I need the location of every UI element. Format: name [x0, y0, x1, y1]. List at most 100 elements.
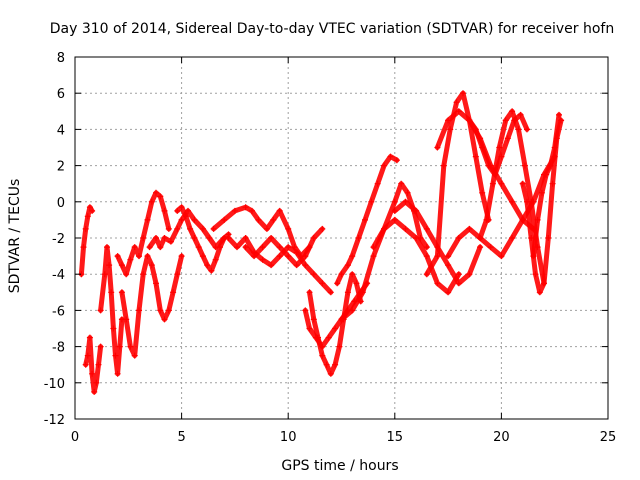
data-point-marker	[519, 180, 526, 187]
data-point-marker	[515, 126, 522, 133]
data-point-marker	[370, 253, 377, 260]
data-point-marker	[344, 262, 351, 269]
data-point-marker	[556, 111, 562, 118]
data-point-marker	[402, 198, 409, 205]
data-point-marker	[543, 171, 550, 178]
data-point-marker	[104, 244, 110, 251]
y-tick-label: 8	[57, 51, 65, 66]
data-point-marker	[434, 144, 441, 151]
data-point-marker	[285, 253, 292, 260]
data-point-marker	[509, 235, 516, 241]
data-point-marker	[374, 180, 381, 187]
data-point-marker	[140, 235, 147, 241]
data-point-marker	[538, 189, 545, 196]
data-trace-band	[424, 90, 492, 277]
data-point-marker	[174, 271, 181, 278]
y-tick-label: -4	[52, 268, 65, 283]
data-point-marker	[123, 271, 130, 278]
data-point-marker	[249, 207, 255, 214]
data-point-marker	[370, 244, 377, 251]
data-point-marker	[349, 271, 356, 278]
data-point-marker	[359, 289, 366, 296]
data-series-trace-3	[97, 244, 125, 377]
data-point-marker	[466, 225, 473, 232]
data-point-marker	[153, 235, 159, 241]
data-point-marker	[302, 262, 309, 269]
data-point-marker	[455, 271, 462, 278]
data-point-marker	[182, 213, 189, 220]
data-point-marker	[521, 162, 528, 169]
data-point-marker	[293, 249, 300, 256]
data-point-marker	[178, 253, 185, 260]
data-point-marker	[263, 225, 270, 232]
data-point-marker	[306, 289, 313, 296]
data-point-marker	[234, 244, 240, 251]
data-point-marker	[116, 343, 123, 350]
data-point-marker	[387, 153, 394, 160]
data-point-marker	[532, 271, 539, 278]
data-point-marker	[97, 307, 104, 314]
data-point-marker	[101, 271, 108, 278]
data-point-marker	[118, 262, 125, 269]
data-point-marker	[368, 198, 375, 205]
data-point-marker	[472, 126, 479, 133]
data-series-trace-2	[82, 334, 104, 395]
chart-title: Day 310 of 2014, Sidereal Day-to-day VTE…	[50, 21, 614, 37]
data-point-marker	[114, 370, 121, 377]
data-point-marker	[310, 271, 317, 278]
data-point-marker	[231, 207, 238, 214]
data-point-marker	[541, 280, 547, 287]
data-point-marker	[270, 216, 277, 223]
data-point-marker	[167, 238, 174, 245]
data-point-marker	[127, 256, 134, 263]
data-point-marker	[242, 235, 249, 241]
data-trace-band	[243, 226, 325, 268]
data-series-trace-4	[114, 189, 172, 278]
data-point-marker	[327, 370, 334, 377]
data-point-marker	[285, 225, 292, 232]
data-point-marker	[487, 244, 494, 251]
data-point-marker	[545, 235, 552, 241]
data-point-marker	[259, 256, 266, 263]
data-point-marker	[114, 253, 121, 260]
data-point-marker	[434, 253, 441, 260]
data-trace-band	[98, 244, 125, 377]
data-point-marker	[191, 235, 198, 241]
data-point-marker	[170, 289, 177, 296]
data-point-marker	[268, 262, 275, 269]
data-point-marker	[285, 244, 292, 251]
data-point-marker	[445, 289, 452, 296]
data-series-trace-8	[210, 204, 313, 260]
data-point-marker	[148, 262, 155, 269]
data-point-marker	[362, 216, 368, 223]
data-point-marker	[423, 253, 430, 260]
data-point-marker	[89, 370, 96, 377]
data-point-marker	[157, 244, 164, 251]
data-point-marker	[519, 216, 526, 223]
data-point-marker	[187, 225, 194, 232]
data-points	[78, 90, 565, 395]
data-series-trace-21	[445, 153, 558, 260]
data-point-marker	[108, 289, 115, 296]
data-point-marker	[477, 235, 484, 241]
data-trace-band	[520, 117, 564, 295]
data-point-marker	[338, 271, 345, 278]
y-tick-label: 4	[57, 123, 65, 138]
data-point-marker	[174, 207, 181, 214]
data-point-marker	[551, 144, 558, 151]
data-point-marker	[212, 256, 219, 263]
data-point-marker	[502, 117, 509, 124]
data-point-marker	[84, 352, 91, 359]
data-point-marker	[524, 198, 530, 205]
y-tick-label: -8	[52, 341, 65, 356]
data-point-marker	[144, 216, 151, 223]
y-tick-label: -10	[44, 377, 65, 392]
y-tick-label: 2	[57, 160, 65, 175]
data-point-marker	[131, 244, 138, 251]
data-point-marker	[210, 225, 217, 232]
data-point-marker	[327, 289, 334, 296]
y-tick-label: -12	[44, 413, 65, 428]
data-point-marker	[445, 262, 452, 269]
x-tick-label: 5	[177, 430, 185, 445]
